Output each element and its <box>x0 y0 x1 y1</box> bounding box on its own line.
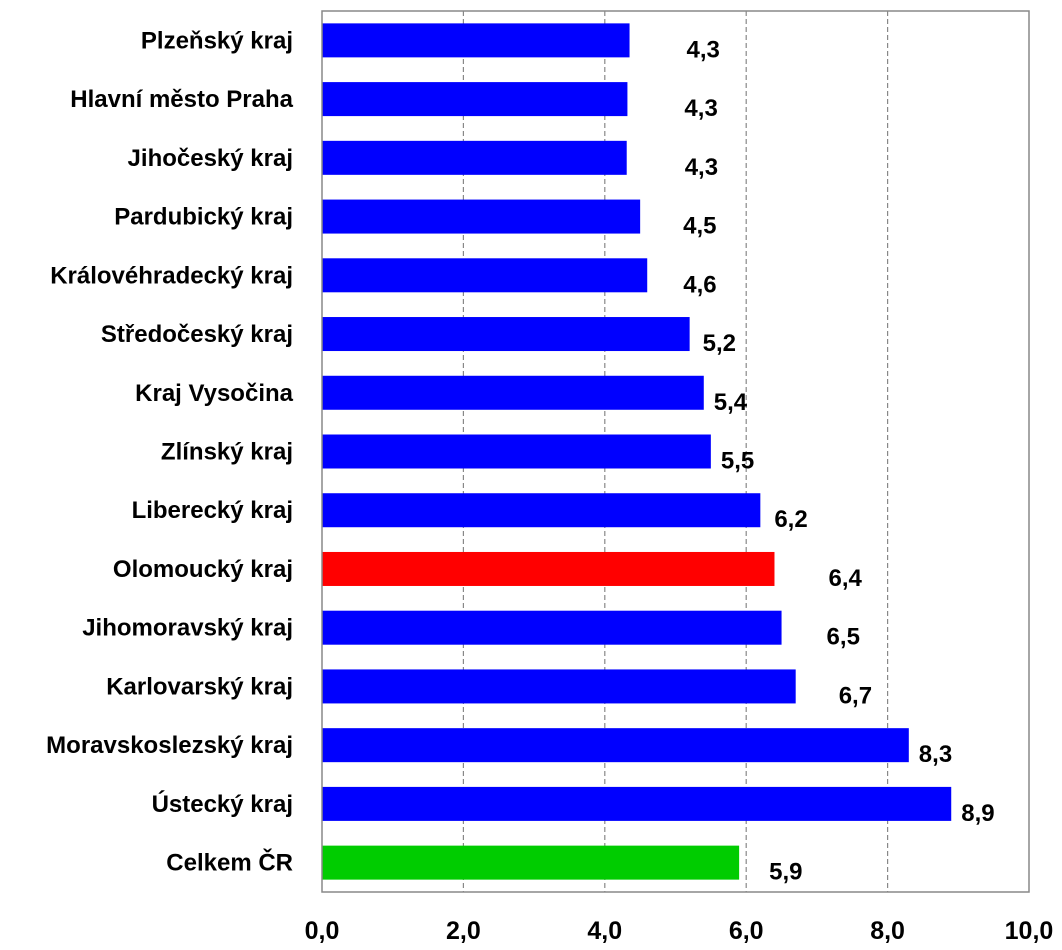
x-tick-label: 0,0 <box>305 917 340 945</box>
bar-stredocesky-kraj <box>322 317 690 352</box>
category-label: Jihomoravský kraj <box>82 615 293 642</box>
x-tick-label: 2,0 <box>446 917 481 945</box>
x-axis-tick-labels: 0,0 2,0 4,0 6,0 8,0 10,0 <box>305 917 1054 945</box>
data-label: 8,9 <box>961 800 994 827</box>
x-tick-label: 8,0 <box>870 917 905 945</box>
data-labels: 4,3 4,3 4,3 4,5 4,6 5,2 5,4 5,5 6,2 6,4 6,5 6,7 8,3 8… <box>683 36 994 885</box>
bar-moravskoslezsky-kraj <box>322 728 909 763</box>
data-label: 6,4 <box>828 565 862 592</box>
bar-zlinsky-kraj <box>322 434 711 469</box>
data-label: 5,4 <box>714 389 748 416</box>
data-label: 5,5 <box>721 448 754 475</box>
category-label: Plzeňský kraj <box>141 27 293 54</box>
data-label: 6,7 <box>839 682 872 709</box>
category-label: Liberecký kraj <box>132 497 293 524</box>
bar-celkem-cr <box>322 845 740 880</box>
bar-karlovarsky-kraj <box>322 669 796 704</box>
category-label: Jihočeský kraj <box>128 145 293 172</box>
category-label: Ústecký kraj <box>152 790 293 818</box>
category-label: Kraj Vysočina <box>135 380 294 407</box>
data-label: 4,6 <box>683 271 716 298</box>
bar-kralovehradecky-kraj <box>322 258 648 293</box>
category-label: Zlínský kraj <box>161 439 293 466</box>
x-tick-label: 4,0 <box>587 917 622 945</box>
bar-ustecky-kraj <box>322 786 952 821</box>
category-label: Olomoucký kraj <box>113 556 293 583</box>
data-label: 8,3 <box>919 741 952 768</box>
x-tick-label: 6,0 <box>729 917 764 945</box>
category-labels: Plzeňský kraj Hlavní město Praha Jihočeský… <box>46 27 293 876</box>
plot-area-frame <box>321 10 1030 893</box>
bar-hlavni-mesto-praha <box>322 82 628 117</box>
bar-kraj-vysocina <box>322 375 704 410</box>
category-label: Pardubický kraj <box>114 204 293 231</box>
category-label: Celkem ČR <box>166 849 293 877</box>
category-label: Hlavní město Praha <box>70 86 293 113</box>
data-label: 4,5 <box>683 213 716 240</box>
bar-pardubicky-kraj <box>322 199 641 234</box>
bar-jihomoravsky-kraj <box>322 610 782 645</box>
bar-olomoucky-kraj <box>322 551 775 586</box>
category-label: Moravskoslezský kraj <box>46 732 293 759</box>
data-label: 6,2 <box>774 506 807 533</box>
bar-jihocesky-kraj <box>322 140 627 175</box>
category-label: Karlovarský kraj <box>106 673 293 700</box>
category-label: Královéhradecký kraj <box>50 262 293 289</box>
category-label: Středočeský kraj <box>101 321 293 348</box>
x-tick-label: 10,0 <box>1005 917 1054 945</box>
data-label: 5,9 <box>769 859 802 886</box>
bar-plzensky-kraj <box>322 23 630 58</box>
data-label: 4,3 <box>684 95 717 122</box>
data-label: 5,2 <box>703 330 736 357</box>
data-label: 4,3 <box>687 36 720 63</box>
data-label: 4,3 <box>685 154 718 181</box>
data-label: 6,5 <box>827 624 860 651</box>
bar-liberecky-kraj <box>322 493 761 528</box>
bars <box>322 23 952 880</box>
